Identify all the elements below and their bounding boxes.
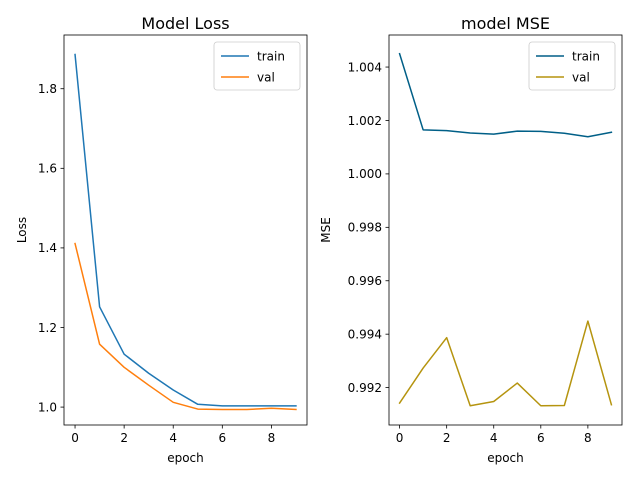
chart-title: model MSE xyxy=(461,14,550,33)
series-line-train xyxy=(74,53,297,407)
x-axis-label: epoch xyxy=(487,451,524,465)
y-tick-label: 1.000 xyxy=(348,167,382,181)
y-axis-label: Loss xyxy=(15,217,29,243)
y-tick-label: 1.0 xyxy=(38,400,57,414)
axes-frame xyxy=(388,34,623,426)
series-line-val xyxy=(398,320,613,407)
series-line-val xyxy=(74,242,297,411)
y-tick-label: 0.992 xyxy=(348,381,382,395)
y-tick-label: 1.2 xyxy=(38,321,57,335)
x-tick-label: 4 xyxy=(169,431,177,445)
legend-label-val: val xyxy=(257,70,275,84)
legend: train val xyxy=(528,41,616,91)
axes-frame xyxy=(63,34,308,426)
legend-label-train: train xyxy=(257,49,285,63)
y-axis-label: MSE xyxy=(319,217,333,243)
legend-box xyxy=(528,41,616,91)
legend: train val xyxy=(213,41,301,91)
legend-label-train: train xyxy=(572,49,600,63)
x-tick-label: 6 xyxy=(218,431,226,445)
x-tick-label: 2 xyxy=(443,431,451,445)
y-tick-label: 1.6 xyxy=(38,162,57,176)
x-tick-label: 0 xyxy=(71,431,79,445)
x-tick-label: 0 xyxy=(396,431,404,445)
y-tick-label: 0.994 xyxy=(348,327,382,341)
x-tick-label: 2 xyxy=(120,431,128,445)
y-tick-label: 1.004 xyxy=(348,60,382,74)
chart-title: Model Loss xyxy=(141,14,229,33)
chart-model-mse: 0 2 4 6 8 0.992 0.994 0.996 0.998 1.000 1.002 1.004… xyxy=(319,14,623,465)
plot-area xyxy=(64,35,307,425)
x-tick-label: 8 xyxy=(268,431,276,445)
legend-label-val: val xyxy=(572,70,590,84)
y-tick-label: 1.002 xyxy=(348,114,382,128)
x-tick-label: 6 xyxy=(537,431,545,445)
y-tick-label: 0.998 xyxy=(348,221,382,235)
y-tick-label: 0.996 xyxy=(348,274,382,288)
chart-model-loss: 0 2 4 6 8 1.0 1.2 1.4 1.6 1.8 Model Loss epoch Loss t… xyxy=(15,14,308,465)
series-line-train xyxy=(398,52,613,138)
plot-area xyxy=(389,35,622,425)
x-tick-label: 4 xyxy=(490,431,498,445)
y-tick-label: 1.8 xyxy=(38,82,57,96)
y-tick-label: 1.4 xyxy=(38,241,57,255)
x-tick-label: 8 xyxy=(584,431,592,445)
legend-box xyxy=(213,41,301,91)
x-axis-label: epoch xyxy=(167,451,204,465)
